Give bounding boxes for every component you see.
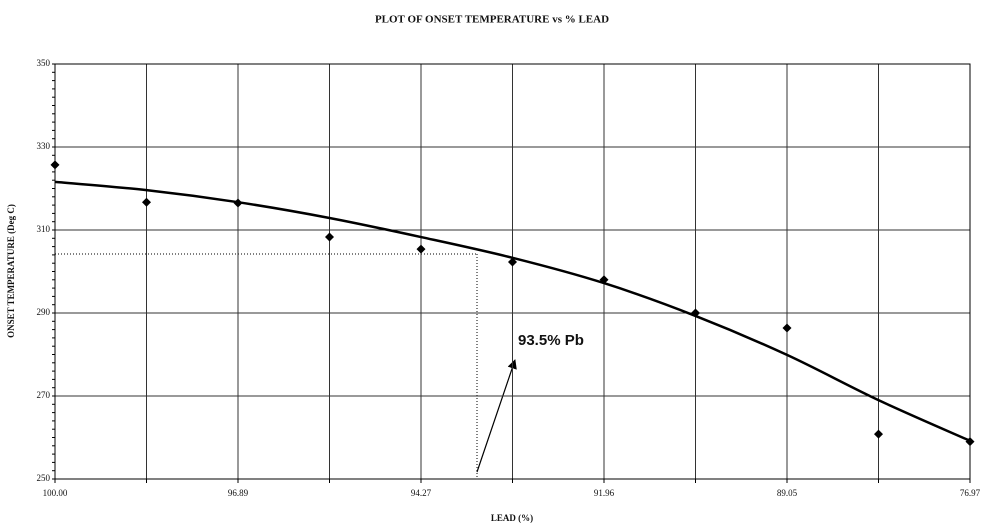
y-tick-label: 310 bbox=[37, 224, 51, 234]
data-point bbox=[325, 232, 334, 242]
y-axis-label: ONSET TEMPERATURE (Deg C) bbox=[6, 204, 16, 338]
chart-title: PLOT OF ONSET TEMPERATURE vs % LEAD bbox=[375, 14, 609, 26]
data-point bbox=[782, 323, 792, 333]
y-tick-label: 330 bbox=[37, 141, 51, 151]
x-axis-label: LEAD (%) bbox=[491, 513, 533, 523]
x-tick-label: 89.05 bbox=[777, 488, 798, 498]
annotation-arrow bbox=[476, 359, 517, 473]
x-tick-label: 76.97 bbox=[960, 488, 981, 498]
x-tick-label: 94.27 bbox=[411, 488, 432, 498]
x-tick-label: 91.96 bbox=[594, 488, 615, 498]
data-point bbox=[416, 244, 426, 254]
y-tick-label: 250 bbox=[37, 473, 51, 483]
annotation: 93.5% Pb bbox=[518, 332, 584, 349]
x-tick-label: 96.89 bbox=[228, 488, 249, 498]
plot-frame bbox=[54, 63, 971, 480]
data-point bbox=[874, 429, 883, 439]
data-point bbox=[508, 257, 517, 267]
data-point bbox=[50, 160, 60, 170]
y-tick-label: 270 bbox=[37, 390, 51, 400]
data-point bbox=[142, 197, 151, 207]
x-tick-label: 100.00 bbox=[43, 488, 68, 498]
y-tick-label: 290 bbox=[37, 307, 51, 317]
y-tick-label: 350 bbox=[37, 58, 51, 68]
trend-curve bbox=[54, 180, 971, 442]
